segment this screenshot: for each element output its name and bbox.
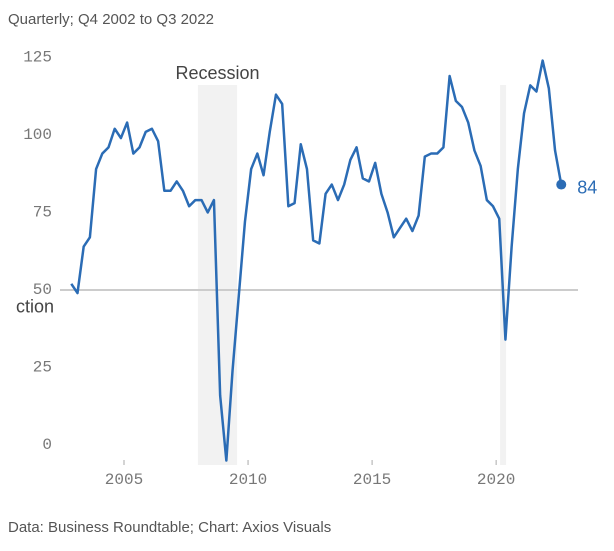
recession-label: Recession (176, 63, 260, 83)
annotation: ction (16, 297, 54, 317)
end-point (556, 179, 567, 190)
x-tick-label: 2005 (105, 471, 143, 489)
y-tick-label: 125 (23, 49, 52, 67)
y-tick-label: 100 (23, 126, 52, 144)
line (70, 59, 563, 462)
end-label: 84 (577, 177, 597, 197)
chart-source: Data: Business Roundtable; Chart: Axios … (8, 519, 331, 536)
y-tick-label: 0 (42, 436, 52, 454)
y-tick-label: 50 (33, 281, 52, 299)
x-tick-label: 2015 (353, 471, 391, 489)
y-tick-label: 25 (33, 359, 52, 377)
x-tick-label: 2020 (477, 471, 515, 489)
x-tick-label: 2010 (229, 471, 267, 489)
chart-subtitle: Quarterly; Q4 2002 to Q3 2022 (8, 11, 214, 28)
y-tick-label: 75 (33, 204, 52, 222)
